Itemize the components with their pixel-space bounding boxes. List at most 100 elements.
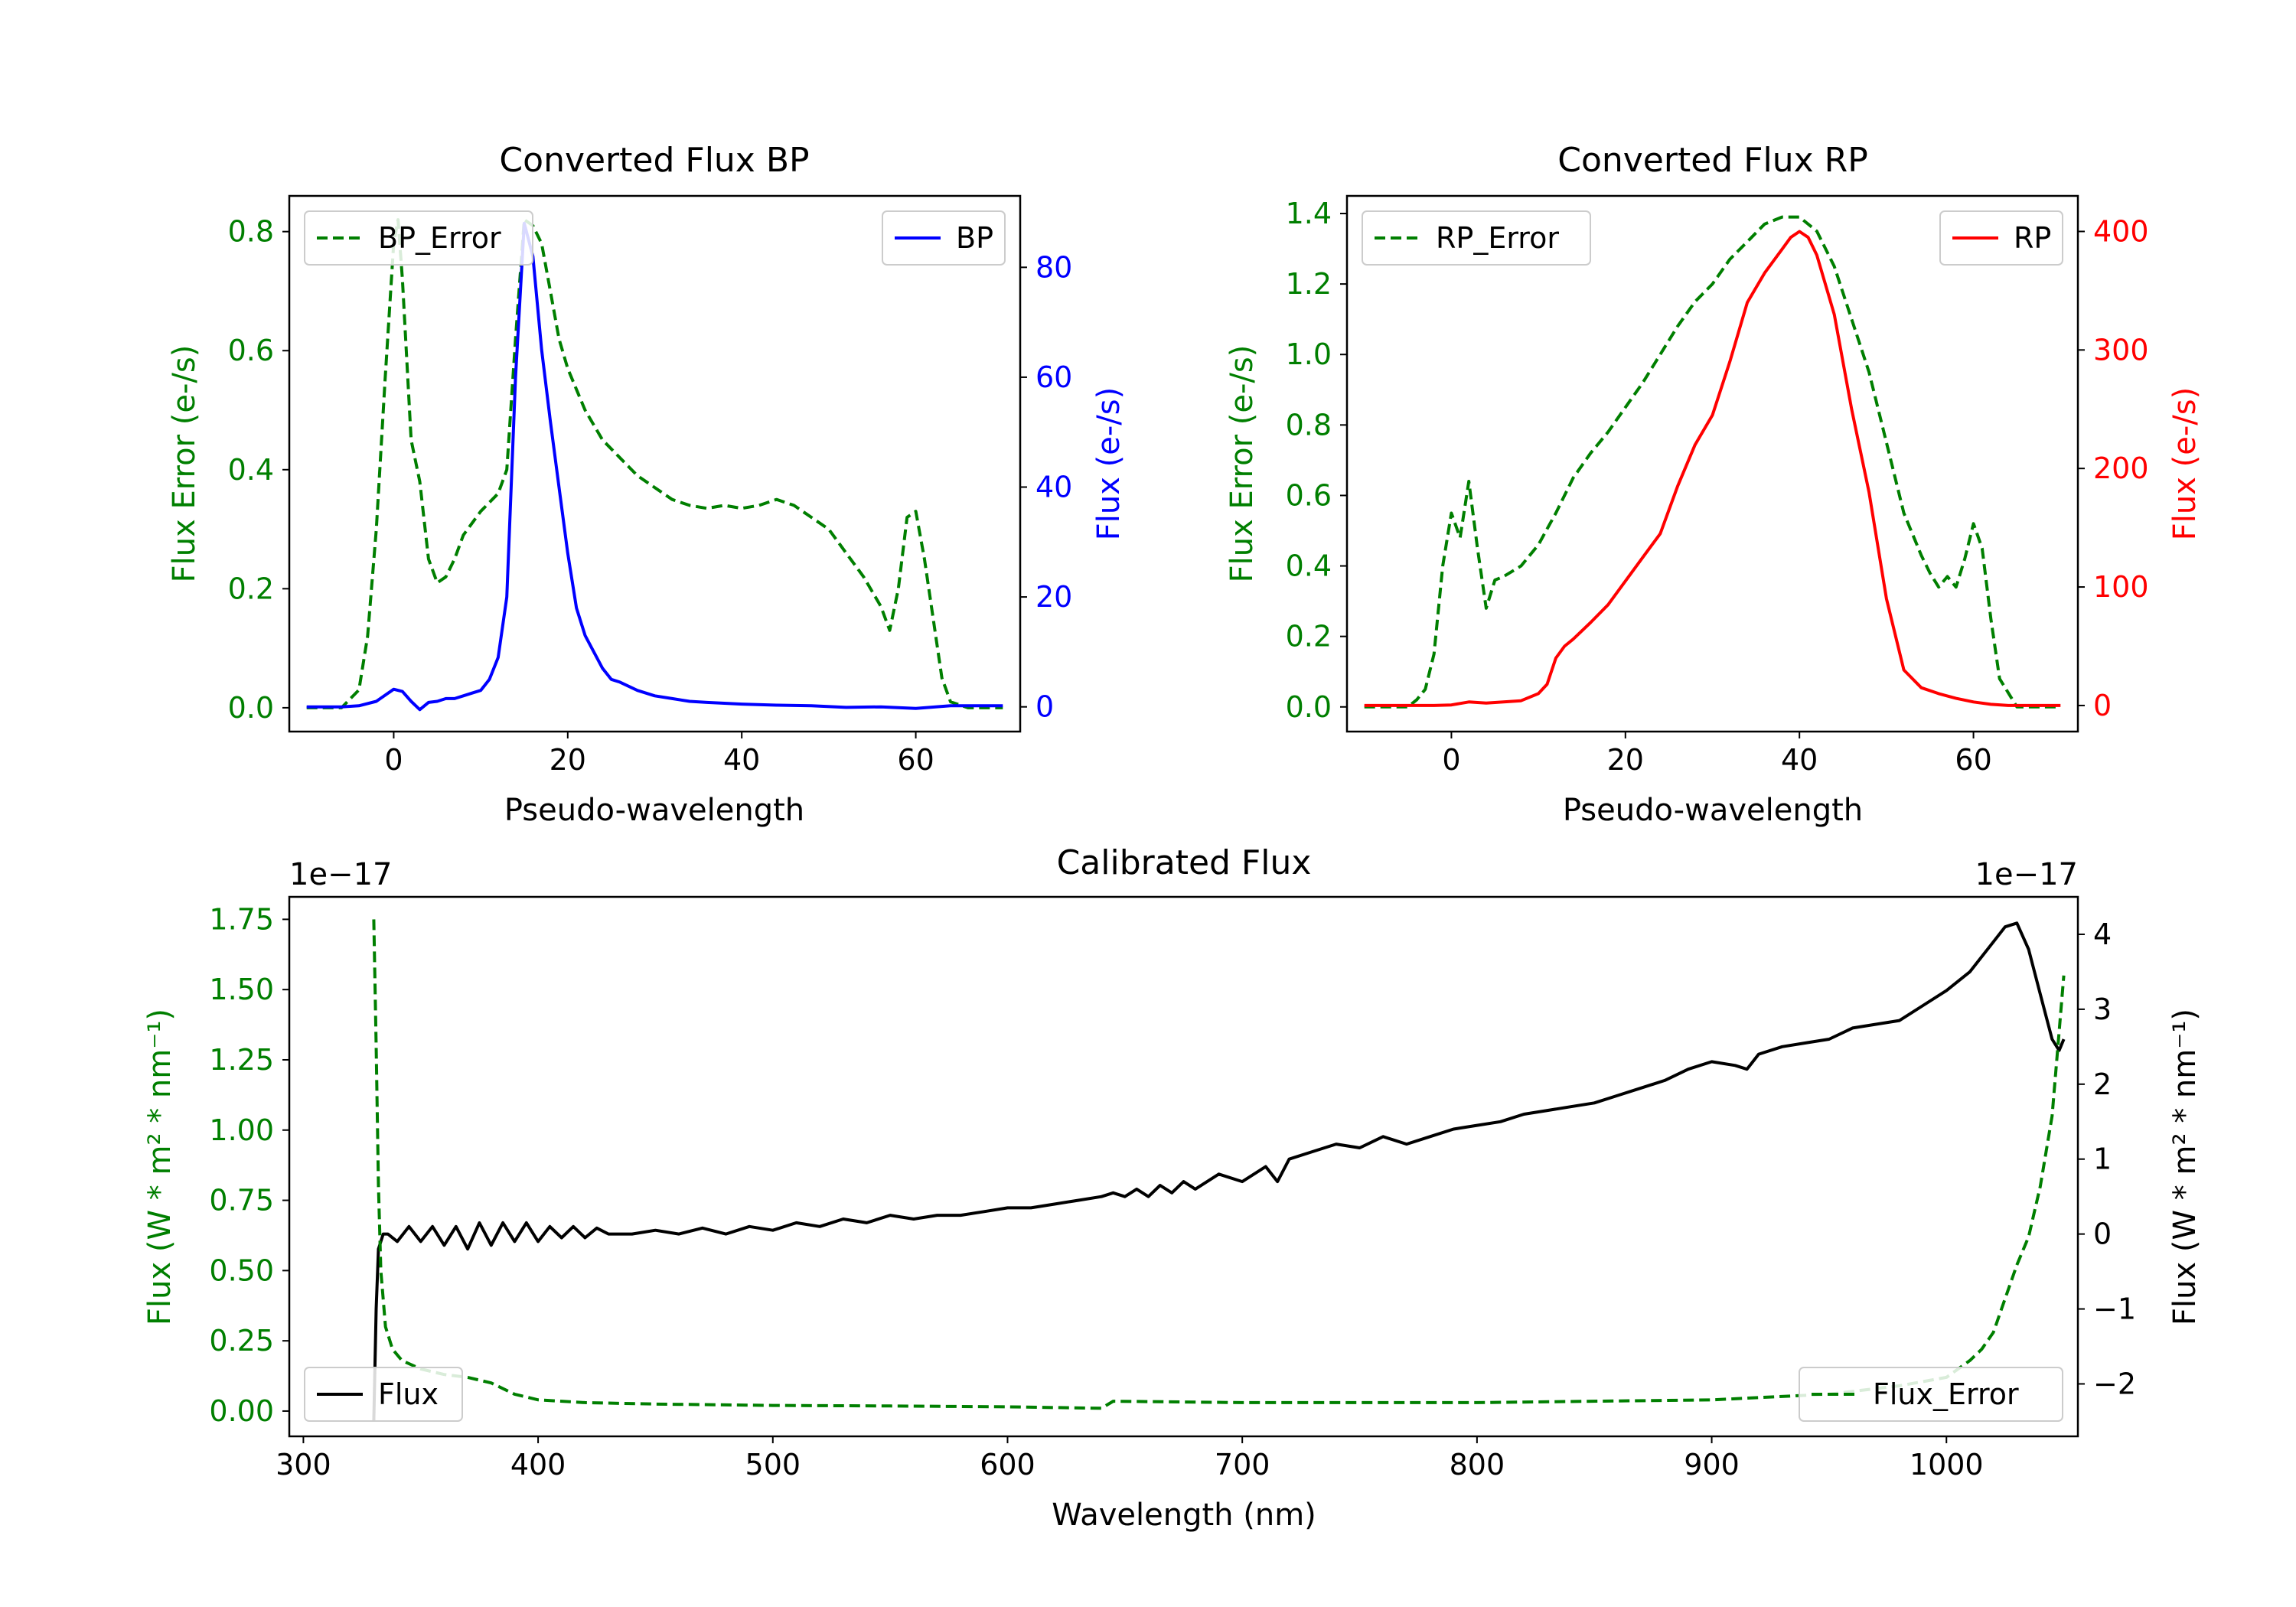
bp-left-y-tick-label: 0.0 [228, 691, 274, 725]
rp-right-y-tick-label: 400 [2093, 214, 2149, 248]
legend-label: RP_Error [1436, 221, 1559, 255]
bp-right-y-tick-label: 0 [1035, 690, 1054, 724]
cal-ticks: 300 400 500 600 700 800 900 1000 0.00 0.25 0.50 0.7… [209, 902, 2136, 1482]
bp-left-y-tick-label: 0.8 [228, 215, 274, 249]
legend-box [304, 1367, 463, 1422]
cal-left-y-tick-label: 0.75 [209, 1184, 274, 1217]
rp-left-y-tick-label: 0.8 [1286, 408, 1332, 442]
cal-x-axis-label: Wavelength (nm) [1052, 1498, 1316, 1533]
bp-x-axis-label: Pseudo-wavelength [504, 793, 804, 828]
legend-label: BP [956, 221, 993, 255]
cal-legend-flux: Flux [304, 1367, 463, 1422]
cal-x-tick-label: 600 [980, 1448, 1035, 1482]
cal-right-y-tick-label: −1 [2093, 1292, 2136, 1326]
legend-box [1799, 1367, 2063, 1422]
bp-left-y-tick-label: 0.2 [228, 572, 274, 605]
bp-left-y-tick-label: 0.4 [228, 453, 274, 487]
cal-left-y-tick-label: 1.75 [209, 902, 274, 936]
rp-x-tick-label: 0 [1442, 743, 1460, 777]
cal-right-y-tick-label: 1 [2093, 1143, 2112, 1176]
cal-left-y-tick-label: 0.00 [209, 1394, 274, 1428]
rp-series-rp-error [1364, 215, 2061, 709]
rp-legend-rp-error: RP_Error [1362, 210, 1591, 266]
cal-right-y-tick-label: 4 [2093, 918, 2112, 951]
cal-right-y-tick-label: 3 [2093, 993, 2112, 1026]
bp-x-tick-label: 0 [384, 743, 403, 777]
bp-right-y-tick-label: 80 [1035, 250, 1072, 284]
legend-label: BP_Error [378, 221, 501, 255]
rp-left-y-tick-label: 0.4 [1286, 549, 1332, 583]
rp-series-rp [1364, 230, 2061, 707]
legend-label: Flux_Error [1873, 1377, 2019, 1411]
rp-axes-frame [1345, 194, 2079, 733]
cal-series-flux [372, 921, 2066, 1422]
cal-x-tick-label: 1000 [1910, 1448, 1984, 1482]
rp-left-y-tick-label: 0.2 [1286, 620, 1332, 654]
cal-left-y-tick-label: 1.50 [209, 973, 274, 1006]
cal-x-tick-label: 800 [1450, 1448, 1505, 1482]
rp-right-axis-label: Flux (e-/s) [2167, 387, 2203, 540]
calibrated-chart: Calibrated Flux 300 400 500 600 700 800 900 100… [142, 843, 2203, 1533]
cal-left-y-tick-label: 1.00 [209, 1113, 274, 1147]
bp-left-y-tick-label: 0.6 [228, 334, 274, 367]
bp-legend-bp: BP [882, 210, 1006, 266]
cal-x-tick-label: 500 [745, 1448, 801, 1482]
cal-axes-frame [288, 895, 2079, 1438]
cal-x-tick-label: 900 [1684, 1448, 1740, 1482]
bp-title: Converted Flux BP [499, 141, 809, 180]
rp-ticks: 0 20 40 60 0.0 0.2 0.4 0.6 0.8 1.0 1.2 1.4 0 100 200 30… [1286, 197, 2149, 777]
rp-left-y-tick-label: 1.4 [1286, 197, 1332, 230]
rp-x-axis-label: Pseudo-wavelength [1563, 793, 1863, 828]
rp-legend-rp: RP [1939, 210, 2063, 266]
rp-plot-area [1364, 215, 2061, 709]
bp-legend-bp-error: BP_Error [304, 210, 533, 266]
bp-series-bp [306, 221, 1003, 712]
legend-box [1362, 210, 1591, 266]
bp-right-y-tick-label: 40 [1035, 471, 1072, 504]
bp-axes-frame [288, 194, 1022, 733]
cal-right-y-tick-label: 2 [2093, 1068, 2112, 1101]
bp-legends: BP_Error BP [304, 210, 1006, 266]
rp-right-y-tick-label: 100 [2093, 570, 2149, 604]
rp-left-y-tick-label: 1.2 [1286, 267, 1332, 301]
legend-box [304, 210, 533, 266]
bp-x-tick-label: 60 [897, 743, 934, 777]
cal-plot-area [372, 919, 2066, 1422]
bp-ticks: 0 20 40 60 0.0 0.2 0.4 0.6 0.8 0 20 40 60 80 [228, 215, 1073, 777]
rp-right-y-tick-label: 200 [2093, 451, 2149, 485]
rp-left-axis-label: Flux Error (e-/s) [1225, 345, 1260, 583]
bp-series-bp-error [306, 218, 1003, 709]
cal-right-y-tick-label: 0 [2093, 1217, 2112, 1251]
rp-chart: Converted Flux RP 0 20 40 60 0.0 0.2 0.4 0.6 0.8… [1225, 141, 2203, 828]
rp-x-tick-label: 20 [1607, 743, 1644, 777]
cal-legends: Flux Flux_Error [304, 1367, 2063, 1422]
rp-left-y-tick-label: 1.0 [1286, 337, 1332, 371]
rp-title: Converted Flux RP [1557, 141, 1868, 180]
cal-left-y-tick-label: 0.50 [209, 1253, 274, 1287]
cal-right-offset-label: 1e−17 [1975, 857, 2078, 892]
legend-label: RP [2014, 221, 2051, 255]
legend-label: Flux [378, 1377, 439, 1411]
bp-chart: Converted Flux BP 0 20 40 60 0.0 0.2 0.4 0.6 0.8… [167, 141, 1127, 828]
cal-legend-flux-error: Flux_Error [1799, 1367, 2063, 1422]
legend-box [1939, 210, 2063, 266]
legend-box [882, 210, 1006, 266]
rp-right-y-tick-label: 300 [2093, 333, 2149, 367]
rp-x-tick-label: 40 [1781, 743, 1818, 777]
bp-left-axis-label: Flux Error (e-/s) [167, 345, 202, 583]
cal-left-axis-label: Flux (W * m² * nm⁻¹) [142, 1009, 178, 1325]
rp-x-tick-label: 60 [1955, 743, 1991, 777]
cal-x-tick-label: 700 [1215, 1448, 1270, 1482]
rp-right-y-tick-label: 0 [2093, 689, 2112, 722]
bp-x-tick-label: 20 [550, 743, 586, 777]
cal-series-flux-error [372, 919, 2066, 1410]
rp-left-y-tick-label: 0.6 [1286, 478, 1332, 512]
bp-right-y-tick-label: 60 [1035, 360, 1072, 394]
bp-x-tick-label: 40 [723, 743, 760, 777]
bp-plot-area [306, 218, 1003, 712]
cal-x-tick-label: 300 [276, 1448, 331, 1482]
rp-left-y-tick-label: 0.0 [1286, 690, 1332, 724]
cal-title: Calibrated Flux [1057, 843, 1312, 882]
